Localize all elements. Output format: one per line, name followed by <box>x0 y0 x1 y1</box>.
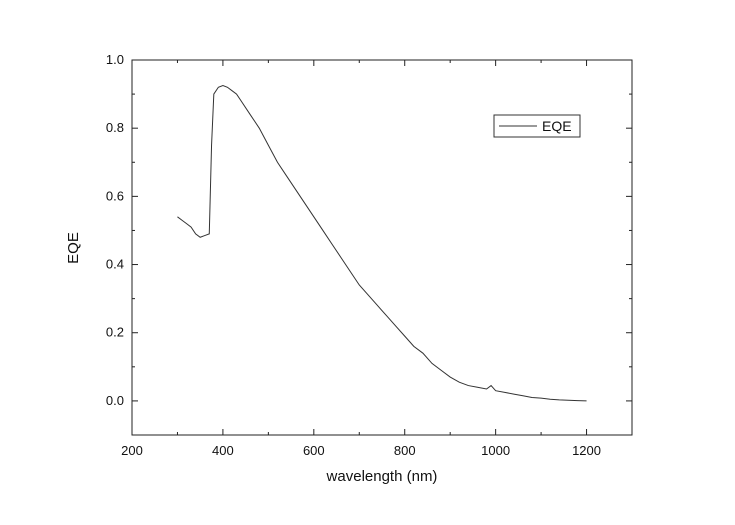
legend: EQE <box>493 114 581 138</box>
y-tick-label: 0.0 <box>106 393 124 408</box>
x-tick-label: 1200 <box>572 443 601 458</box>
x-tick-label: 1000 <box>481 443 510 458</box>
y-tick-label: 0.2 <box>106 325 124 340</box>
y-tick-label: 0.4 <box>106 257 124 272</box>
x-tick-label: 600 <box>303 443 325 458</box>
ticks-layer: 200 400 600 800 1000 1200 0.0 0.2 0.4 0.6 0.8 1.0 <box>106 52 632 458</box>
y-tick-label: 0.6 <box>106 188 124 203</box>
plot-frame <box>131 59 633 436</box>
x-axis-label: wavelength (nm) <box>326 468 438 485</box>
x-tick-label: 200 <box>121 443 143 458</box>
x-tick-label: 800 <box>394 443 416 458</box>
y-tick-label: 1.0 <box>106 52 124 67</box>
y-tick-label: 0.8 <box>106 120 124 135</box>
series-layer <box>177 85 587 402</box>
y-axis-label: EQE <box>65 232 82 264</box>
series-line-eqe <box>177 85 587 402</box>
x-tick-label: 400 <box>212 443 234 458</box>
legend-label-eqe: EQE <box>542 118 572 134</box>
